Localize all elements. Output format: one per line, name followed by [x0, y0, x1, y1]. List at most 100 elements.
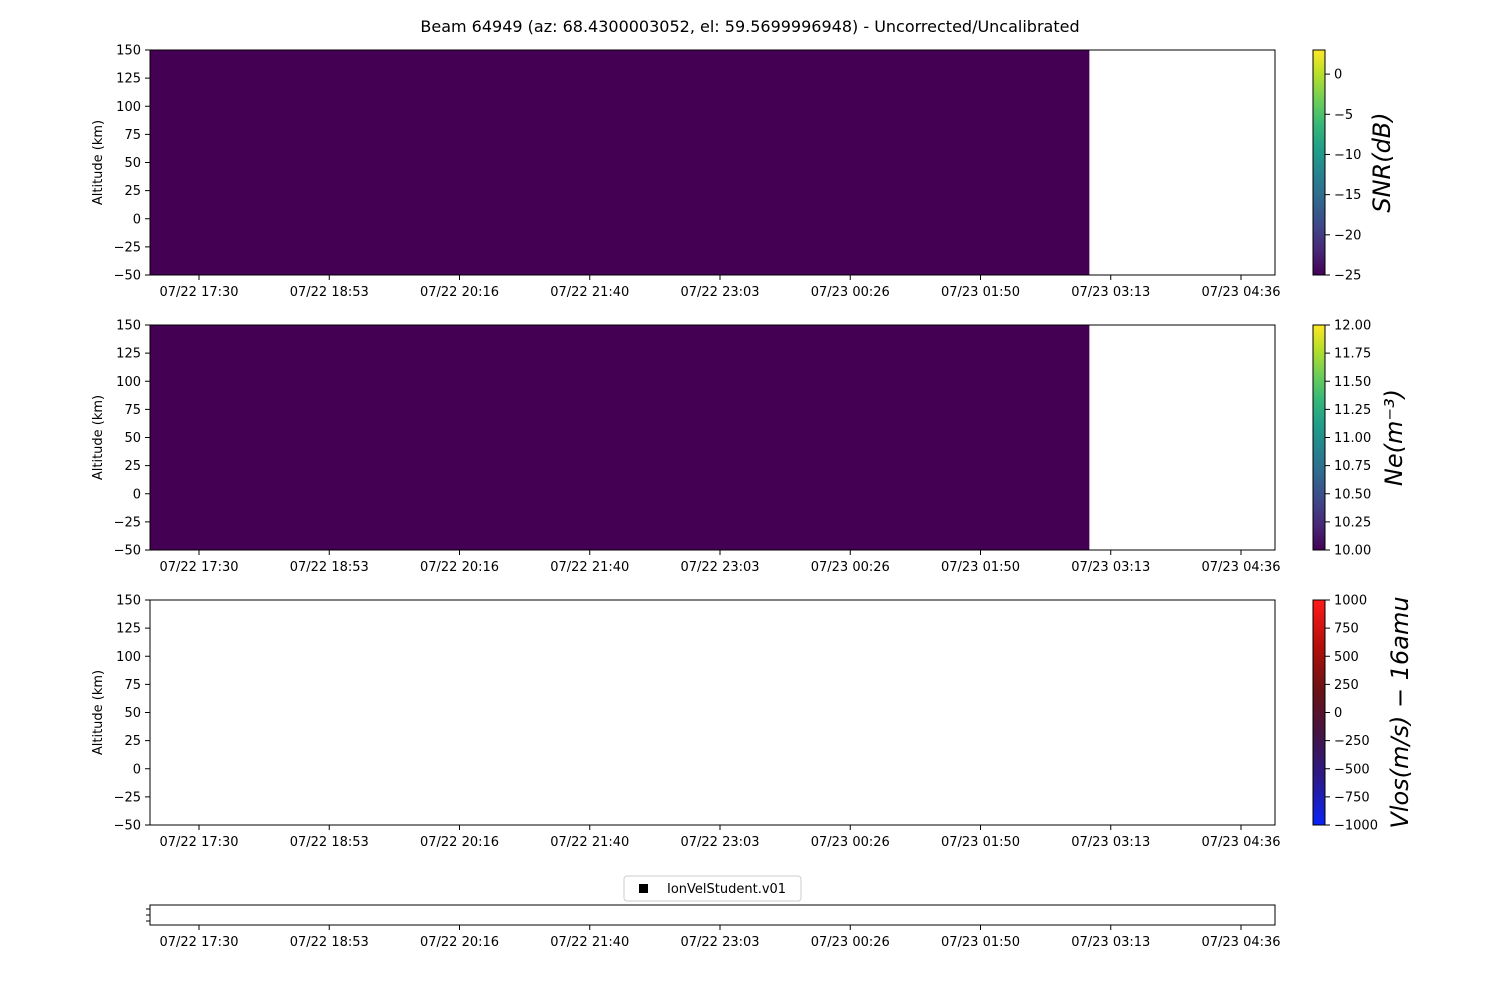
y-tick-label: 75	[124, 678, 141, 693]
x-tick-label-3: 07/22 21:40	[550, 935, 629, 950]
colorbar-ne	[1312, 324, 1326, 551]
x-tick-label-1: 07/23 03:13	[1071, 560, 1150, 575]
x-tick-label-1: 07/22 21:40	[550, 560, 629, 575]
colorbar-tick-label: 0	[1334, 68, 1342, 83]
colorbar-label-snr: SNR(dB)	[1368, 112, 1396, 212]
y-tick-label: −50	[114, 269, 141, 284]
legend-marker	[639, 884, 648, 893]
colorbar-tick-label: 10.75	[1334, 459, 1371, 474]
colorbar-tick-label: −5	[1334, 108, 1353, 123]
y-tick-label: −50	[114, 544, 141, 559]
x-tick-label-0: 07/22 20:16	[420, 285, 499, 300]
y-tick-label: 75	[124, 403, 141, 418]
colorbar-tick-label: 10.50	[1334, 487, 1371, 502]
x-tick-label-2: 07/22 20:16	[420, 835, 499, 850]
y-tick-label: 0	[133, 212, 141, 227]
y-tick-label: 125	[116, 72, 141, 87]
y-tick-label: −50	[114, 819, 141, 834]
colorbar-tick-label: −250	[1334, 734, 1370, 749]
colorbar-tick-label: −750	[1334, 790, 1370, 805]
colorbar-tick-label: 250	[1334, 678, 1359, 693]
x-tick-label-1: 07/22 20:16	[420, 560, 499, 575]
x-tick-label-0: 07/22 18:53	[290, 285, 369, 300]
colorbar-tick-label: −10	[1334, 148, 1361, 163]
x-tick-label-0: 07/23 01:50	[941, 285, 1020, 300]
x-tick-label-2: 07/22 21:40	[550, 835, 629, 850]
colorbar-snr	[1312, 49, 1326, 276]
colorbar-tick-label: 12.00	[1334, 319, 1371, 334]
colorbar-tick-label: −1000	[1334, 819, 1378, 834]
x-tick-label-0: 07/22 23:03	[680, 285, 759, 300]
y-tick-label: −25	[114, 240, 141, 255]
y-tick-label: 0	[133, 762, 141, 777]
colorbar-label-vlos: Vlos(m/s) − 16amu	[1386, 596, 1414, 828]
heatmap-fill-snr	[150, 50, 1090, 275]
x-tick-label-2: 07/23 01:50	[941, 835, 1020, 850]
y-tick-label: 125	[116, 347, 141, 362]
x-tick-label-2: 07/22 18:53	[290, 835, 369, 850]
y-tick-label: 150	[116, 594, 141, 609]
y-axis-label: Altitude (km)	[91, 670, 106, 755]
x-tick-label-3: 07/23 04:36	[1201, 935, 1280, 950]
y-tick-label: −25	[114, 515, 141, 530]
heatmap-fill-ne	[150, 325, 1090, 550]
y-tick-label: 150	[116, 44, 141, 59]
colorbar-tick-label: 11.75	[1334, 347, 1371, 362]
x-tick-label-2: 07/23 04:36	[1201, 835, 1280, 850]
x-tick-label-0: 07/22 17:30	[159, 285, 238, 300]
x-tick-label-3: 07/23 01:50	[941, 935, 1020, 950]
x-tick-label-2: 07/22 23:03	[680, 835, 759, 850]
colorbar-tick-label: 0	[1334, 706, 1342, 721]
colorbar-tick-label: 750	[1334, 622, 1359, 637]
x-tick-label-0: 07/22 21:40	[550, 285, 629, 300]
colorbar-tick-label: 11.25	[1334, 403, 1371, 418]
status-strip-frame	[149, 904, 1276, 926]
y-tick-label: 100	[116, 100, 141, 115]
x-tick-label-3: 07/23 03:13	[1071, 935, 1150, 950]
y-tick-label: 50	[124, 156, 141, 171]
colorbar-tick-label: −25	[1334, 269, 1361, 284]
y-tick-label: −25	[114, 790, 141, 805]
x-tick-label-1: 07/23 04:36	[1201, 560, 1280, 575]
x-tick-label-1: 07/22 23:03	[680, 560, 759, 575]
x-tick-label-1: 07/23 00:26	[811, 560, 890, 575]
y-axis-label: Altitude (km)	[91, 120, 106, 205]
y-tick-label: 150	[116, 319, 141, 334]
x-tick-label-3: 07/22 23:03	[680, 935, 759, 950]
y-tick-label: 0	[133, 487, 141, 502]
y-tick-label: 50	[124, 706, 141, 721]
colorbar-tick-label: −20	[1334, 228, 1361, 243]
x-tick-label-1: 07/22 18:53	[290, 560, 369, 575]
x-tick-label-0: 07/23 00:26	[811, 285, 890, 300]
y-tick-label: 125	[116, 622, 141, 637]
colorbar-tick-label: −500	[1334, 762, 1370, 777]
y-tick-label: 50	[124, 431, 141, 446]
x-tick-label-2: 07/22 17:30	[159, 835, 238, 850]
colorbar-tick-label: 10.25	[1334, 515, 1371, 530]
x-tick-label-3: 07/23 00:26	[811, 935, 890, 950]
x-tick-label-3: 07/22 20:16	[420, 935, 499, 950]
colorbar-tick-label: 11.00	[1334, 431, 1371, 446]
colorbar-tick-label: −15	[1334, 188, 1361, 203]
legend-label: IonVelStudent.v01	[667, 882, 786, 897]
colorbar-tick-label: 1000	[1334, 594, 1367, 609]
y-tick-label: 25	[124, 734, 141, 749]
x-tick-label-0: 07/23 04:36	[1201, 285, 1280, 300]
plot-frame-vlos	[149, 599, 1276, 826]
y-tick-label: 25	[124, 184, 141, 199]
colorbar-vlos	[1312, 599, 1326, 826]
x-tick-label-2: 07/23 03:13	[1071, 835, 1150, 850]
y-tick-label: 100	[116, 375, 141, 390]
colorbar-tick-label: 500	[1334, 650, 1359, 665]
figure-title: Beam 64949 (az: 68.4300003052, el: 59.56…	[420, 17, 1080, 36]
colorbar-tick-label: 10.00	[1334, 544, 1371, 559]
y-tick-label: 75	[124, 128, 141, 143]
legend-box	[623, 875, 802, 902]
x-tick-label-3: 07/22 17:30	[159, 935, 238, 950]
x-tick-label-1: 07/22 17:30	[159, 560, 238, 575]
colorbar-label-ne: Ne(m⁻³)	[1380, 389, 1408, 486]
y-tick-label: 100	[116, 650, 141, 665]
x-tick-label-1: 07/23 01:50	[941, 560, 1020, 575]
x-tick-label-0: 07/23 03:13	[1071, 285, 1150, 300]
